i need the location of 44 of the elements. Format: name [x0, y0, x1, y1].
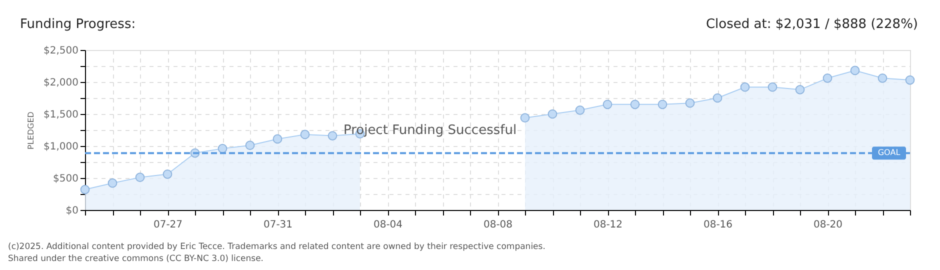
point — [630, 100, 640, 110]
point — [602, 100, 612, 110]
x-tick-label: 07-31 — [263, 220, 293, 230]
point — [740, 82, 750, 92]
annotation: Project Funding Successful — [343, 123, 517, 138]
x-tick-label: 08-08 — [483, 220, 513, 230]
text: (c)2025. Additional content provided by Eric Tecce. Trademarks and related content are owned by their respective companies. — [8, 242, 546, 252]
x-tick-label: 07-27 — [153, 220, 183, 230]
x-tick-label: 08-20 — [813, 220, 843, 230]
point — [905, 75, 915, 85]
point — [685, 98, 695, 108]
y-axis-title: PLEDGED — [26, 112, 36, 150]
point — [850, 66, 860, 76]
y-tick-label: $2,500 — [44, 46, 78, 56]
point — [658, 100, 668, 110]
point — [300, 130, 310, 140]
x-tick-label: 08-16 — [703, 220, 733, 230]
point — [108, 178, 118, 188]
point — [520, 113, 530, 123]
chart-title: Funding Progress: — [20, 17, 136, 32]
point — [878, 73, 888, 83]
point — [795, 85, 805, 94]
point — [272, 134, 282, 144]
y-tick-label: $1,000 — [44, 142, 78, 152]
point — [328, 131, 338, 140]
point — [822, 73, 832, 83]
x-tick-label: 08-12 — [593, 220, 623, 230]
y-tick-label: $0 — [66, 206, 78, 216]
point — [548, 109, 558, 119]
point — [135, 172, 145, 182]
y-tick-label: $500 — [53, 174, 78, 184]
ref-line-label: GOAL — [878, 148, 901, 158]
point — [80, 184, 90, 194]
point — [218, 144, 228, 154]
point — [712, 93, 722, 103]
point — [245, 140, 255, 150]
chart-subtitle: Closed at: $2,031 / $888 (228%) — [706, 17, 918, 32]
point — [768, 82, 778, 92]
point — [575, 105, 585, 115]
x-tick-label: 08-04 — [373, 220, 403, 230]
y-tick-label: $1,500 — [44, 110, 78, 120]
point — [162, 169, 172, 179]
y-tick-label: $2,000 — [44, 78, 78, 88]
text: Shared under the creative commons (CC BY-NC 3.0) license. — [8, 254, 264, 264]
